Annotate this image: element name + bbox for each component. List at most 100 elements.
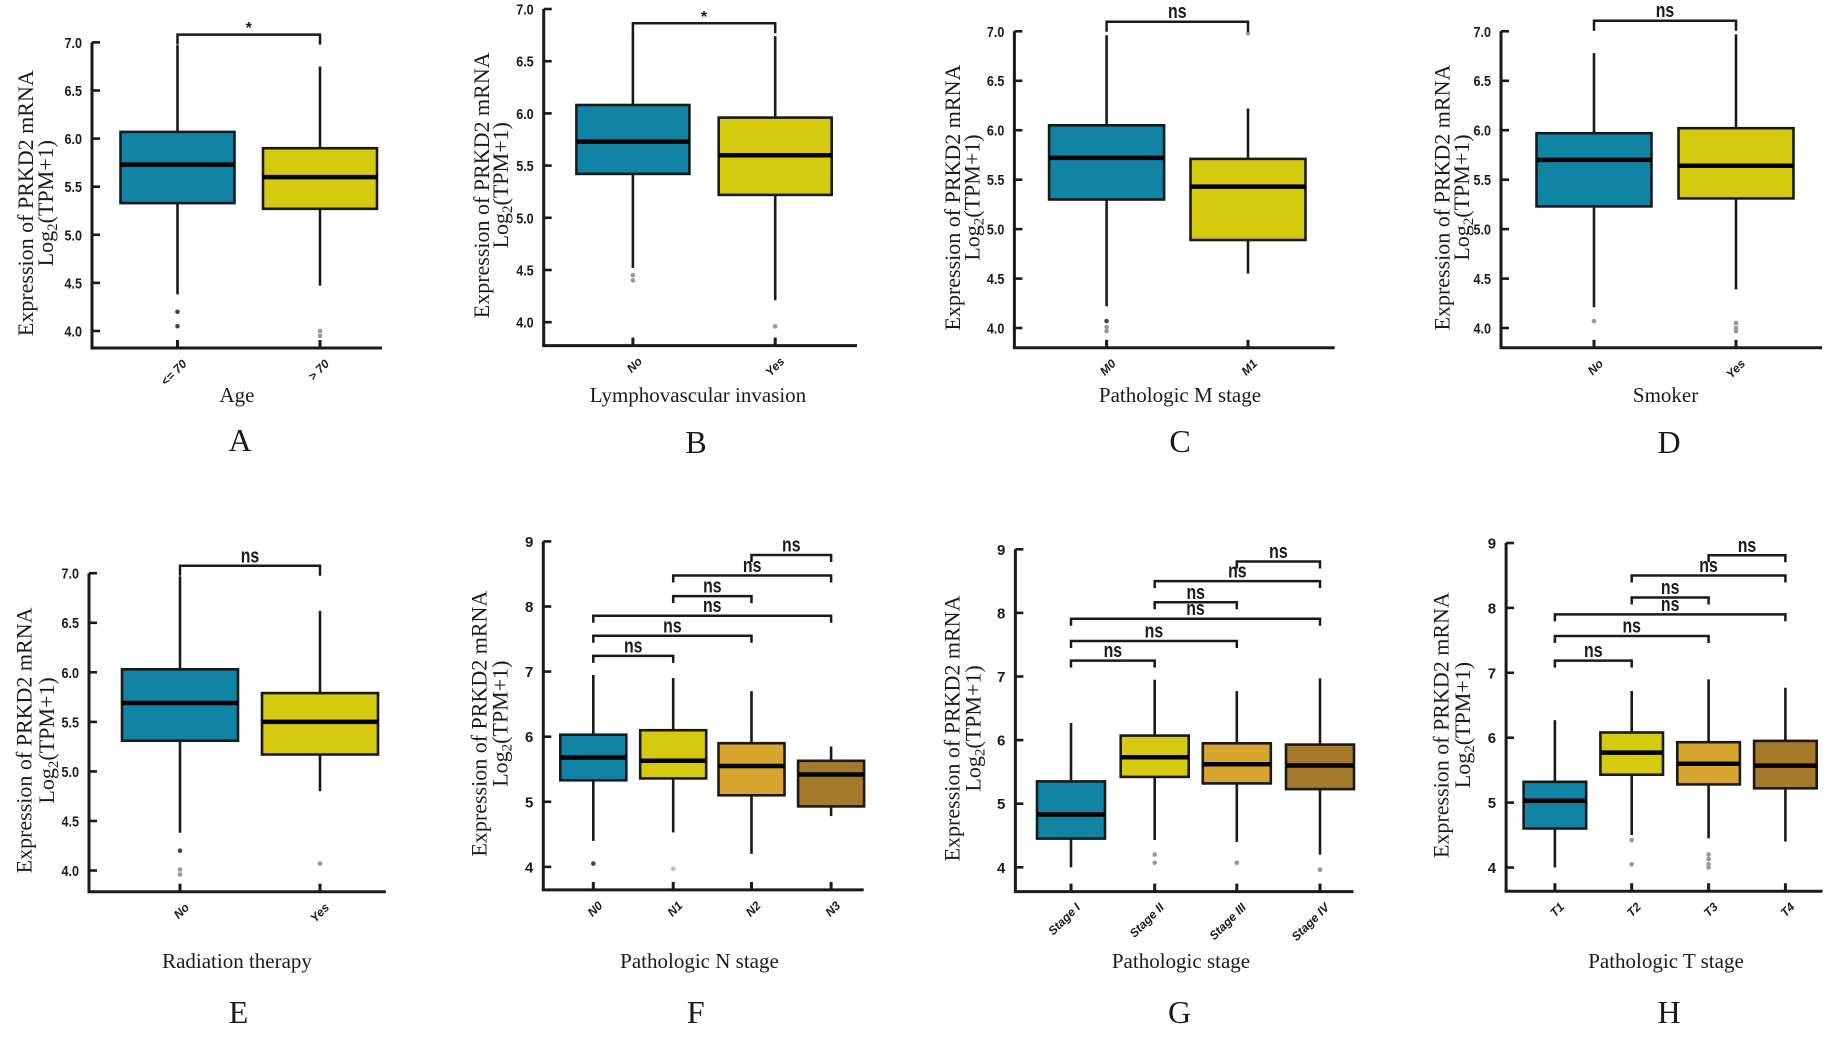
svg-text:*: * <box>246 20 253 37</box>
svg-text:4.5: 4.5 <box>987 271 1005 288</box>
svg-text:4.5: 4.5 <box>62 814 80 831</box>
svg-text:5: 5 <box>997 796 1005 813</box>
svg-text:ns: ns <box>1187 582 1206 604</box>
svg-text:7: 7 <box>997 669 1005 686</box>
svg-text:4.5: 4.5 <box>516 263 534 280</box>
svg-text:4.0: 4.0 <box>65 324 83 341</box>
svg-text:ns: ns <box>743 555 762 577</box>
svg-text:5.0: 5.0 <box>65 227 83 244</box>
svg-text:E: E <box>229 994 249 1030</box>
svg-text:8: 8 <box>525 599 533 616</box>
svg-text:ns: ns <box>703 595 722 617</box>
svg-text:Expression of PRKD2 mRNA: Expression of PRKD2 mRNA <box>940 65 965 331</box>
svg-text:Expression of PRKD2 mRNA: Expression of PRKD2 mRNA <box>1429 592 1454 858</box>
svg-text:6.5: 6.5 <box>987 73 1005 90</box>
svg-text:6.5: 6.5 <box>1474 73 1492 90</box>
svg-text:Pathologic N stage: Pathologic N stage <box>620 949 779 973</box>
svg-text:6: 6 <box>1488 730 1496 747</box>
svg-text:5: 5 <box>525 794 533 811</box>
svg-text:5.0: 5.0 <box>987 222 1005 239</box>
svg-text:ns: ns <box>1584 640 1603 662</box>
svg-text:Pathologic M stage: Pathologic M stage <box>1099 383 1261 407</box>
svg-text:5.0: 5.0 <box>516 210 534 227</box>
svg-text:ns: ns <box>663 615 682 637</box>
svg-text:Lymphovascular invasion: Lymphovascular invasion <box>590 383 807 407</box>
svg-text:ns: ns <box>1269 541 1288 563</box>
svg-text:7.0: 7.0 <box>987 24 1005 41</box>
svg-text:ns: ns <box>703 576 722 598</box>
svg-text:ns: ns <box>1104 640 1123 662</box>
svg-text:G: G <box>1168 994 1191 1030</box>
svg-text:8: 8 <box>997 605 1005 622</box>
svg-text:Pathologic T stage: Pathologic T stage <box>1588 949 1744 973</box>
svg-text:5.5: 5.5 <box>516 158 534 175</box>
svg-text:4.0: 4.0 <box>62 863 80 880</box>
svg-text:A: A <box>228 422 251 458</box>
svg-text:ns: ns <box>782 535 801 557</box>
svg-text:8: 8 <box>1488 600 1496 617</box>
svg-text:4: 4 <box>525 859 534 876</box>
svg-text:Log2(TPM+1): Log2(TPM+1) <box>1450 662 1478 788</box>
svg-text:Expression of PRKD2 mRNA: Expression of PRKD2 mRNA <box>12 607 37 873</box>
svg-text:ns: ns <box>1168 1 1187 23</box>
svg-text:Expression of PRKD2 mRNA: Expression of PRKD2 mRNA <box>13 70 38 336</box>
svg-text:ns: ns <box>624 635 643 657</box>
svg-text:7: 7 <box>525 664 533 681</box>
svg-text:9: 9 <box>997 542 1005 559</box>
svg-text:Log2(TPM+1): Log2(TPM+1) <box>960 134 988 260</box>
svg-text:Expression of PRKD2 mRNA: Expression of PRKD2 mRNA <box>1430 65 1455 331</box>
svg-text:6.0: 6.0 <box>1474 123 1492 140</box>
svg-text:4: 4 <box>1488 860 1497 877</box>
svg-text:5: 5 <box>1488 795 1496 812</box>
svg-text:Radiation therapy: Radiation therapy <box>162 949 312 973</box>
svg-text:5.5: 5.5 <box>1474 172 1492 189</box>
svg-text:ns: ns <box>1186 598 1205 620</box>
svg-text:5.0: 5.0 <box>62 764 80 781</box>
svg-text:Expression of PRKD2 mRNA: Expression of PRKD2 mRNA <box>939 595 964 861</box>
svg-text:ns: ns <box>1145 621 1164 643</box>
svg-text:ns: ns <box>1661 577 1680 599</box>
svg-text:ns: ns <box>1738 535 1757 557</box>
svg-text:Log2(TPM+1): Log2(TPM+1) <box>961 665 989 791</box>
svg-text:6.5: 6.5 <box>62 615 80 632</box>
svg-text:Smoker: Smoker <box>1633 383 1698 407</box>
svg-text:C: C <box>1169 423 1190 459</box>
svg-text:ns: ns <box>1623 616 1642 638</box>
svg-text:6.0: 6.0 <box>987 123 1005 140</box>
svg-text:4: 4 <box>997 860 1006 877</box>
svg-text:ns: ns <box>241 545 260 567</box>
svg-text:4.5: 4.5 <box>1474 271 1492 288</box>
svg-text:Pathologic stage: Pathologic stage <box>1112 949 1250 973</box>
svg-text:7.0: 7.0 <box>62 566 80 583</box>
svg-text:ns: ns <box>1699 555 1718 577</box>
svg-text:6: 6 <box>997 733 1005 750</box>
svg-text:Log2(TPM+1): Log2(TPM+1) <box>34 677 62 803</box>
svg-text:Expression of PRKD2 mRNA: Expression of PRKD2 mRNA <box>466 591 491 857</box>
svg-text:Log2(TPM+1): Log2(TPM+1) <box>33 140 61 266</box>
svg-text:Log2(TPM+1): Log2(TPM+1) <box>1449 134 1477 260</box>
svg-text:Expression of PRKD2 mRNA: Expression of PRKD2 mRNA <box>469 52 494 318</box>
svg-text:F: F <box>687 994 705 1030</box>
svg-text:5.5: 5.5 <box>987 172 1005 189</box>
svg-text:7.0: 7.0 <box>1474 24 1492 41</box>
svg-text:9: 9 <box>1488 536 1496 553</box>
svg-text:6.5: 6.5 <box>516 54 534 71</box>
svg-text:5.5: 5.5 <box>62 714 80 731</box>
svg-text:6.5: 6.5 <box>65 83 83 100</box>
svg-text:H: H <box>1657 994 1680 1030</box>
svg-text:6.0: 6.0 <box>516 106 534 123</box>
svg-text:6.0: 6.0 <box>65 131 83 148</box>
svg-text:Age: Age <box>220 383 255 407</box>
svg-text:Log2(TPM+1): Log2(TPM+1) <box>488 122 516 248</box>
svg-text:ns: ns <box>1656 0 1675 22</box>
svg-text:7.0: 7.0 <box>65 35 83 52</box>
svg-text:5.5: 5.5 <box>65 179 83 196</box>
svg-text:ns: ns <box>1228 561 1247 583</box>
svg-text:D: D <box>1657 424 1680 460</box>
svg-text:4.0: 4.0 <box>987 321 1005 338</box>
svg-text:7: 7 <box>1488 665 1496 682</box>
svg-text:6: 6 <box>525 729 533 746</box>
svg-text:*: * <box>701 9 708 26</box>
svg-text:6.0: 6.0 <box>62 665 80 682</box>
svg-text:4.5: 4.5 <box>65 275 83 292</box>
